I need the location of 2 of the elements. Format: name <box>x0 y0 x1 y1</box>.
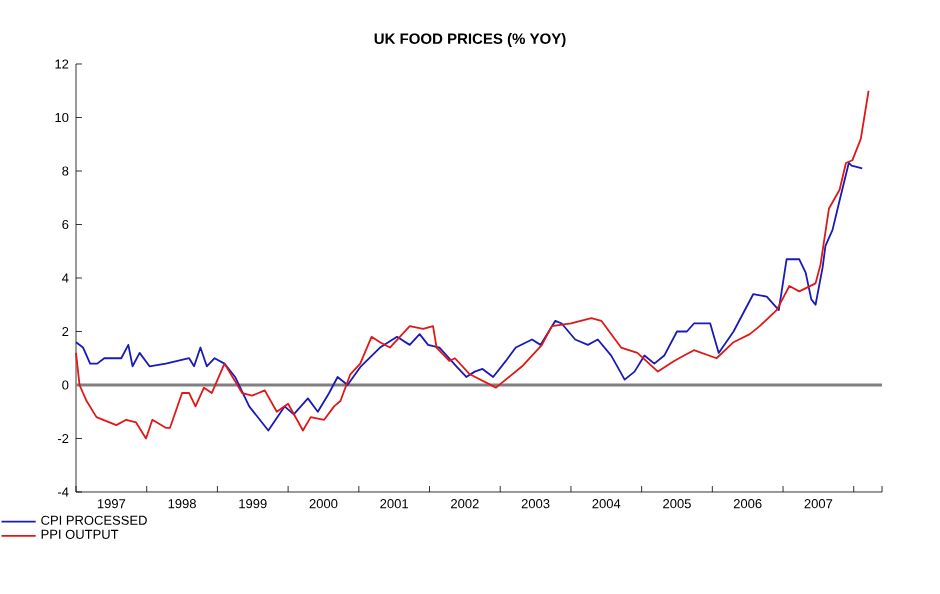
line-series <box>75 89 870 440</box>
line-series <box>75 162 864 432</box>
